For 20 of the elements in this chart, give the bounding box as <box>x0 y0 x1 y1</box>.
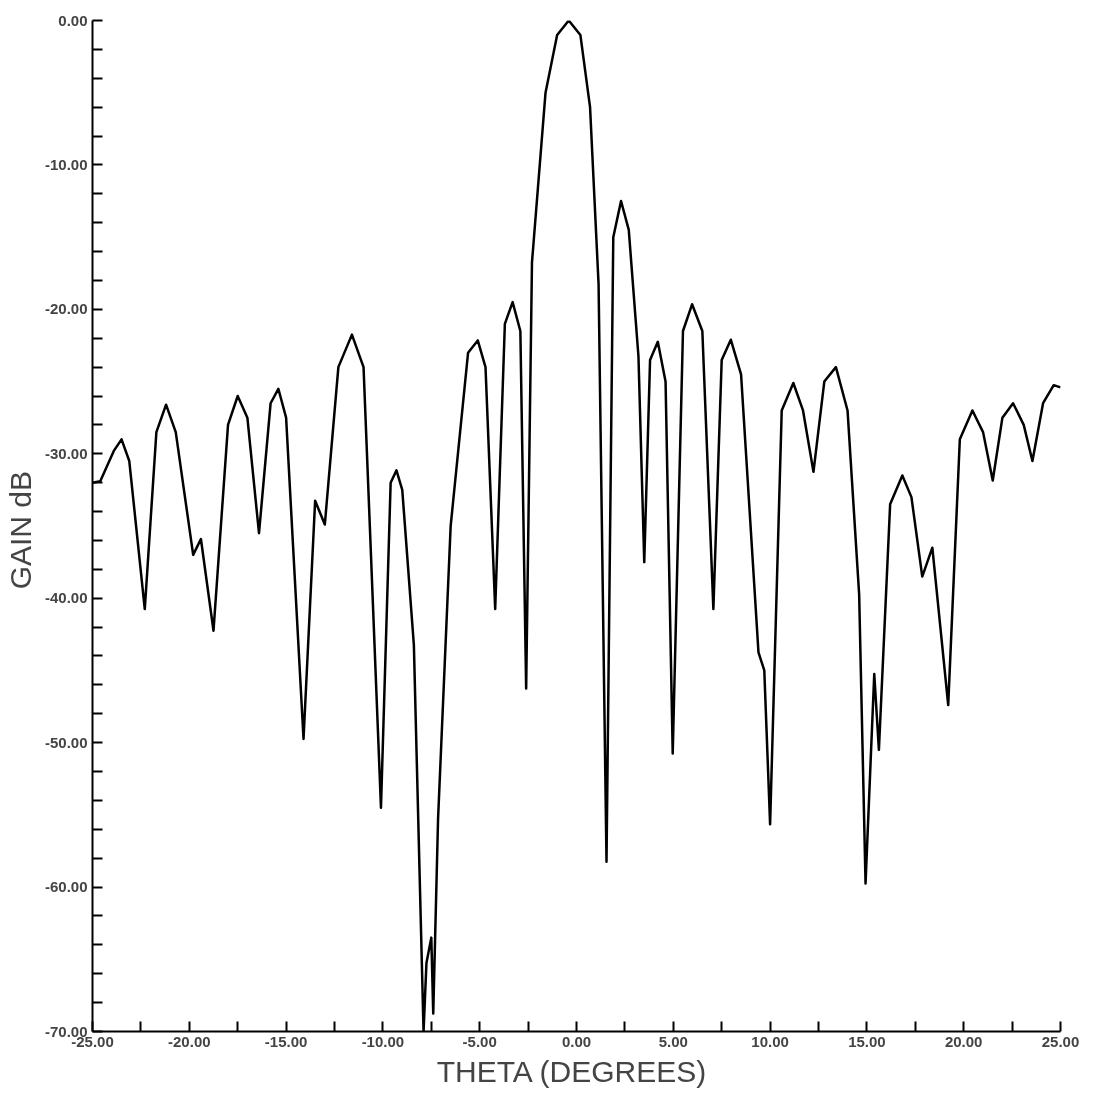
x-tick-label: -20.00 <box>168 1032 211 1050</box>
y-tick-label: -30.00 <box>44 444 88 462</box>
y-tick-label: -60.00 <box>44 878 88 896</box>
x-tick-label: -10.00 <box>361 1032 405 1050</box>
x-tick-label: 25.00 <box>1041 1032 1080 1050</box>
x-tick-label: 20.00 <box>944 1032 983 1050</box>
x-tick-label: -5.00 <box>462 1032 497 1050</box>
y-tick-label: -40.00 <box>44 589 88 607</box>
x-tick-label: -15.00 <box>264 1032 308 1050</box>
y-tick-label: -50.00 <box>44 733 88 751</box>
x-tick-label: 15.00 <box>848 1032 886 1050</box>
line-series <box>92 20 1061 1032</box>
y-tick-label: -10.00 <box>44 155 88 173</box>
x-tick-label: 5.00 <box>658 1032 688 1050</box>
x-tick-label: 10.00 <box>751 1032 789 1050</box>
x-tick-label: 0.00 <box>561 1032 592 1050</box>
y-tick-label: 0.00 <box>58 11 88 29</box>
y-axis-title: GAIN dB <box>3 470 37 590</box>
y-tick-label: -20.00 <box>44 300 88 318</box>
x-axis-title: THETA (DEGREES) <box>436 1054 707 1088</box>
